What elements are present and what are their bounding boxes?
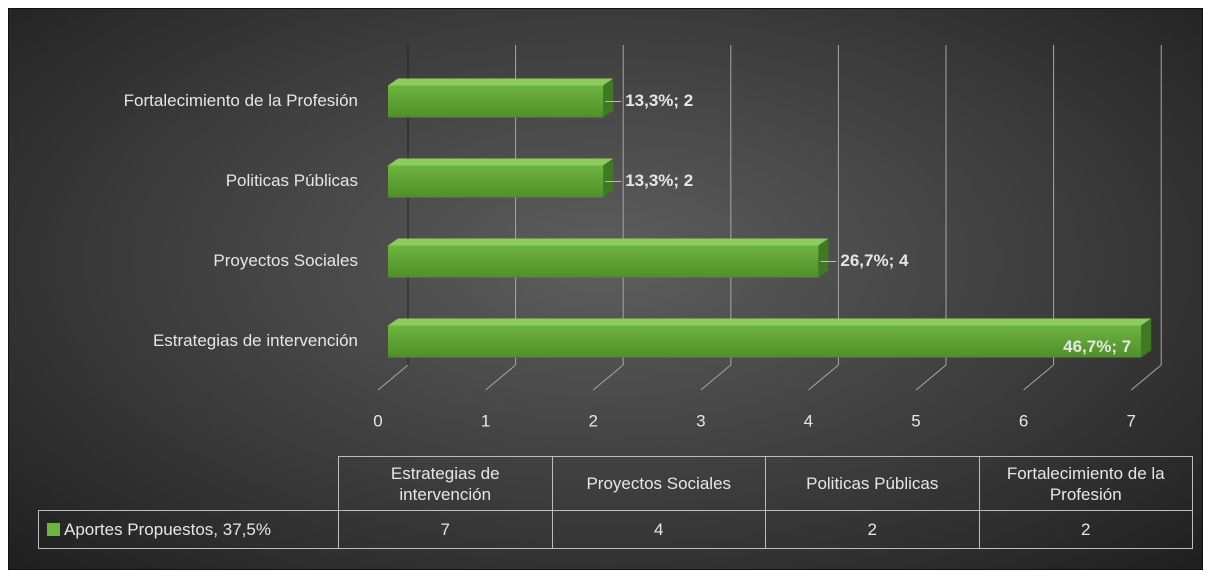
floor-line: [700, 364, 732, 391]
floor-line: [915, 364, 947, 391]
table-value: 2: [765, 510, 980, 549]
y-tick-label: Politicas Públicas: [226, 171, 358, 190]
y-tick-label: Proyectos Sociales: [213, 251, 358, 270]
x-tick-label: 7: [1126, 411, 1135, 430]
bar-top: [388, 78, 614, 86]
bar-top: [388, 318, 1152, 326]
bar: [388, 245, 819, 278]
y-tick-label: Fortalecimiento de la Profesión: [124, 91, 358, 110]
floor-line: [1023, 364, 1054, 391]
x-tick-label: 3: [696, 411, 705, 430]
y-tick-label: Estrategias de intervención: [153, 331, 358, 350]
table-header: Politicas Públicas: [765, 456, 980, 511]
floor-line: [808, 364, 839, 391]
data-label: 46,7%; 7: [1063, 337, 1131, 356]
legend-swatch: [47, 523, 60, 536]
floor-line: [377, 364, 409, 391]
bar-side: [603, 158, 614, 198]
floor-line: [592, 364, 624, 391]
bar: [388, 85, 604, 118]
table-header: Estrategias de intervención: [338, 456, 553, 511]
table-value: 4: [551, 510, 766, 549]
table-header: Proyectos Sociales: [551, 456, 766, 511]
x-tick-label: 5: [911, 411, 920, 430]
x-tick-label: 4: [804, 411, 813, 430]
bar-side: [603, 78, 614, 118]
x-tick-label: 6: [1019, 411, 1028, 430]
bar: [388, 325, 1142, 358]
table-value: 7: [338, 510, 553, 549]
table-header: Fortalecimiento de la Profesión: [978, 456, 1193, 511]
table-value: 2: [978, 510, 1193, 549]
bar-top: [388, 238, 829, 246]
x-tick-label: 0: [373, 411, 382, 430]
floor-line: [485, 364, 516, 391]
x-tick-label: 1: [481, 411, 490, 430]
legend-label: Aportes Propuestos, 37,5%: [64, 520, 271, 539]
bar-side: [1141, 318, 1152, 358]
bar-side: [818, 238, 829, 278]
x-tick-label: 2: [588, 411, 597, 430]
data-label: 26,7%; 4: [840, 251, 909, 270]
legend-cell: Aportes Propuestos, 37,5%: [38, 510, 339, 549]
data-label: 13,3%; 2: [625, 171, 693, 190]
data-label: 13,3%; 2: [625, 91, 693, 110]
floor-line: [1130, 364, 1162, 391]
bar-top: [388, 158, 614, 166]
bar: [388, 165, 604, 198]
